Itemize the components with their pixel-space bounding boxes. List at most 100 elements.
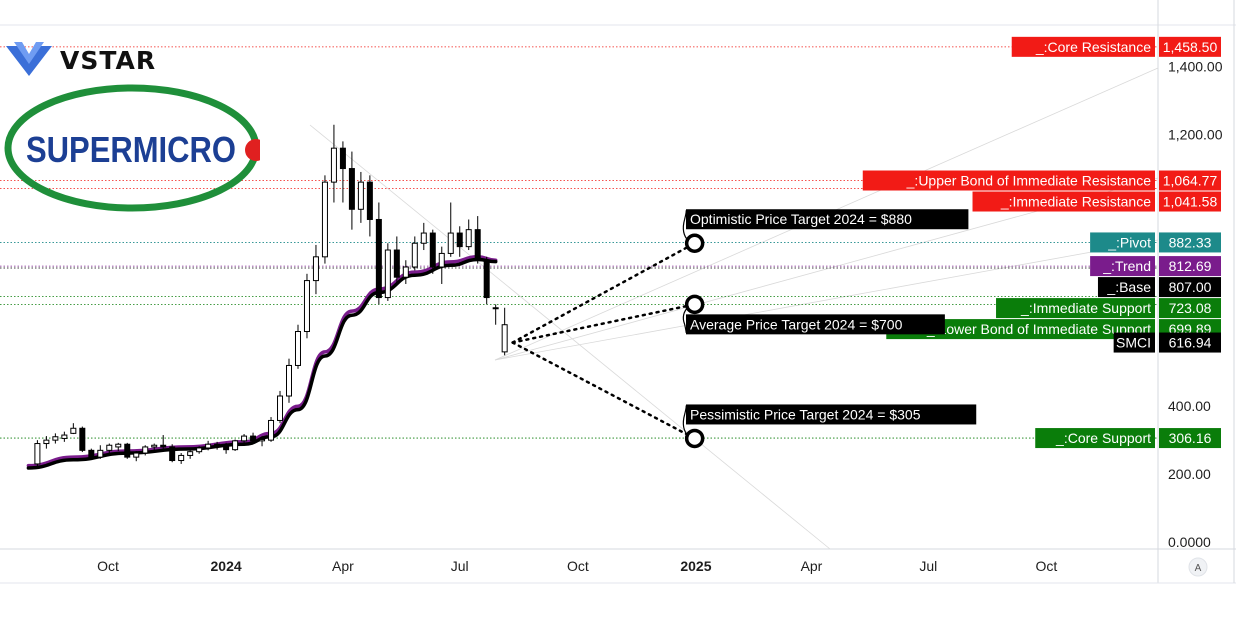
level-label-5: _:Base [1106, 279, 1151, 295]
level-value-bg-8 [1159, 428, 1221, 449]
level-label-bg-2 [972, 191, 1155, 212]
candle-body-4 [70, 427, 77, 434]
candle-body-15 [169, 446, 176, 462]
candle-body-41 [402, 266, 409, 278]
candle-body-23 [241, 435, 248, 442]
candle-body-19 [205, 443, 212, 449]
candle-body-47 [456, 232, 463, 248]
level-label-bg-6 [996, 298, 1155, 319]
trend-line-3 [494, 239, 1159, 361]
candle-body-36 [357, 181, 364, 210]
price-tick-label-0: 0.0000 [1168, 534, 1211, 550]
candle-body-49 [474, 229, 481, 261]
vstar-logo: VSTAR [6, 42, 156, 78]
candle-body-39 [384, 249, 391, 299]
candle-body-20 [214, 443, 221, 448]
time-tick-label-1: 2024 [211, 558, 242, 574]
level-label-bg-4 [1090, 256, 1155, 277]
level-lines: _:Core Resistance 1,458.50 _:Upper Bond of… [0, 36, 1221, 449]
level-label-bg-3 [1090, 232, 1155, 253]
candle-body-21 [223, 446, 230, 451]
level-value-4: 812.69 [1169, 258, 1212, 274]
candle-body-10 [124, 443, 131, 458]
last-price-value: 616.94 [1169, 335, 1212, 351]
level-label-6: _:Immediate Support [1020, 300, 1151, 316]
target-projection-line-2 [511, 341, 696, 440]
level-value-2: 1,041.58 [1163, 194, 1218, 210]
candle-body-45 [438, 252, 445, 268]
time-tick-label-7: Jul [919, 558, 937, 574]
candle-body-26 [268, 419, 275, 441]
time-tick-label-5: 2025 [680, 558, 711, 574]
candle-body-25 [259, 438, 266, 442]
level-label-0: _:Core Resistance [1035, 39, 1151, 55]
auto-scale-icon: A [1195, 563, 1202, 574]
last-price-bg [1159, 332, 1221, 353]
candle-body-28 [286, 364, 293, 397]
level-label-bg-5 [1097, 277, 1155, 298]
candle-body-22 [232, 440, 239, 451]
candle-body-46 [447, 232, 454, 254]
candle-body-8 [106, 444, 113, 451]
candle-body-33 [330, 147, 337, 183]
level-value-bg-2 [1159, 191, 1221, 212]
target-bracket-0 [682, 209, 690, 242]
candle-body-3 [61, 434, 68, 439]
candle-body-6 [88, 449, 95, 458]
level-label-2: _:Immediate Resistance [1000, 194, 1151, 210]
target-bracket-1 [682, 305, 690, 334]
supermicro-logo: SUPERMICRO [4, 84, 260, 212]
level-value-5: 807.00 [1169, 279, 1212, 295]
price-tick-label-1: 200.00 [1168, 466, 1211, 482]
candle-body-31 [312, 256, 319, 282]
level-label-bg-8 [1035, 428, 1155, 449]
level-value-bg-3 [1159, 232, 1221, 253]
time-axis: Oct 2024 Apr Jul Oct 2025 Apr Jul Oct [97, 558, 1057, 574]
time-tick-label-3: Jul [451, 558, 469, 574]
trend-line-0 [309, 124, 831, 550]
candle-body-42 [411, 242, 418, 268]
brand-name: VSTAR [60, 45, 157, 75]
candle-body-34 [339, 147, 346, 170]
time-tick-label-2: Apr [332, 558, 354, 574]
candle-body-43 [420, 232, 427, 244]
candle-body-50 [483, 259, 490, 299]
candle-body-2 [52, 436, 59, 441]
candle-body-9 [115, 443, 122, 448]
symbol-label-bg [1113, 332, 1155, 353]
time-tick-label-8: Oct [1035, 558, 1057, 574]
target-label-0: Optimistic Price Target 2024 = $880 [690, 211, 912, 227]
price-targets: Optimistic Price Target 2024 = $880 Avera… [511, 209, 977, 449]
level-label-7: _:Lower Bond of Immediate Support [926, 321, 1151, 337]
candle-body-5 [79, 427, 86, 451]
level-value-bg-1 [1159, 170, 1221, 191]
target-marker-0 [684, 233, 705, 253]
level-value-6: 723.08 [1169, 300, 1212, 316]
time-tick-label-6: Apr [801, 558, 823, 574]
level-value-8: 306.16 [1169, 430, 1212, 446]
candles [34, 124, 508, 470]
candle-body-40 [393, 249, 400, 278]
level-label-4: _:Trend [1102, 258, 1151, 274]
candle-body-11 [133, 452, 140, 458]
candle-body-12 [142, 446, 149, 454]
target-projection-line-1 [511, 303, 696, 344]
target-marker-1 [684, 294, 705, 315]
price-axis: 0.0000 200.00 400.00 1,200.00 1,400.00 [1168, 59, 1223, 550]
level-value-bg-4 [1159, 256, 1221, 277]
level-label-bg-7 [886, 319, 1155, 340]
candle-body-37 [366, 181, 373, 220]
level-value-0: 1,458.50 [1163, 39, 1218, 55]
time-tick-label-4: Oct [567, 558, 589, 574]
level-label-1: _:Upper Bond of Immediate Resistance [906, 173, 1152, 189]
price-tick-label-3: 1,200.00 [1168, 127, 1223, 143]
target-bracket-2 [682, 405, 690, 437]
level-label-3: _:Pivot [1107, 234, 1151, 250]
candle-body-30 [303, 280, 310, 333]
vstar-logo-icon [6, 42, 52, 76]
candle-body-32 [321, 181, 328, 258]
level-value-bg-0 [1159, 36, 1221, 57]
candle-body-1 [43, 439, 50, 445]
candle-body-35 [348, 168, 355, 210]
